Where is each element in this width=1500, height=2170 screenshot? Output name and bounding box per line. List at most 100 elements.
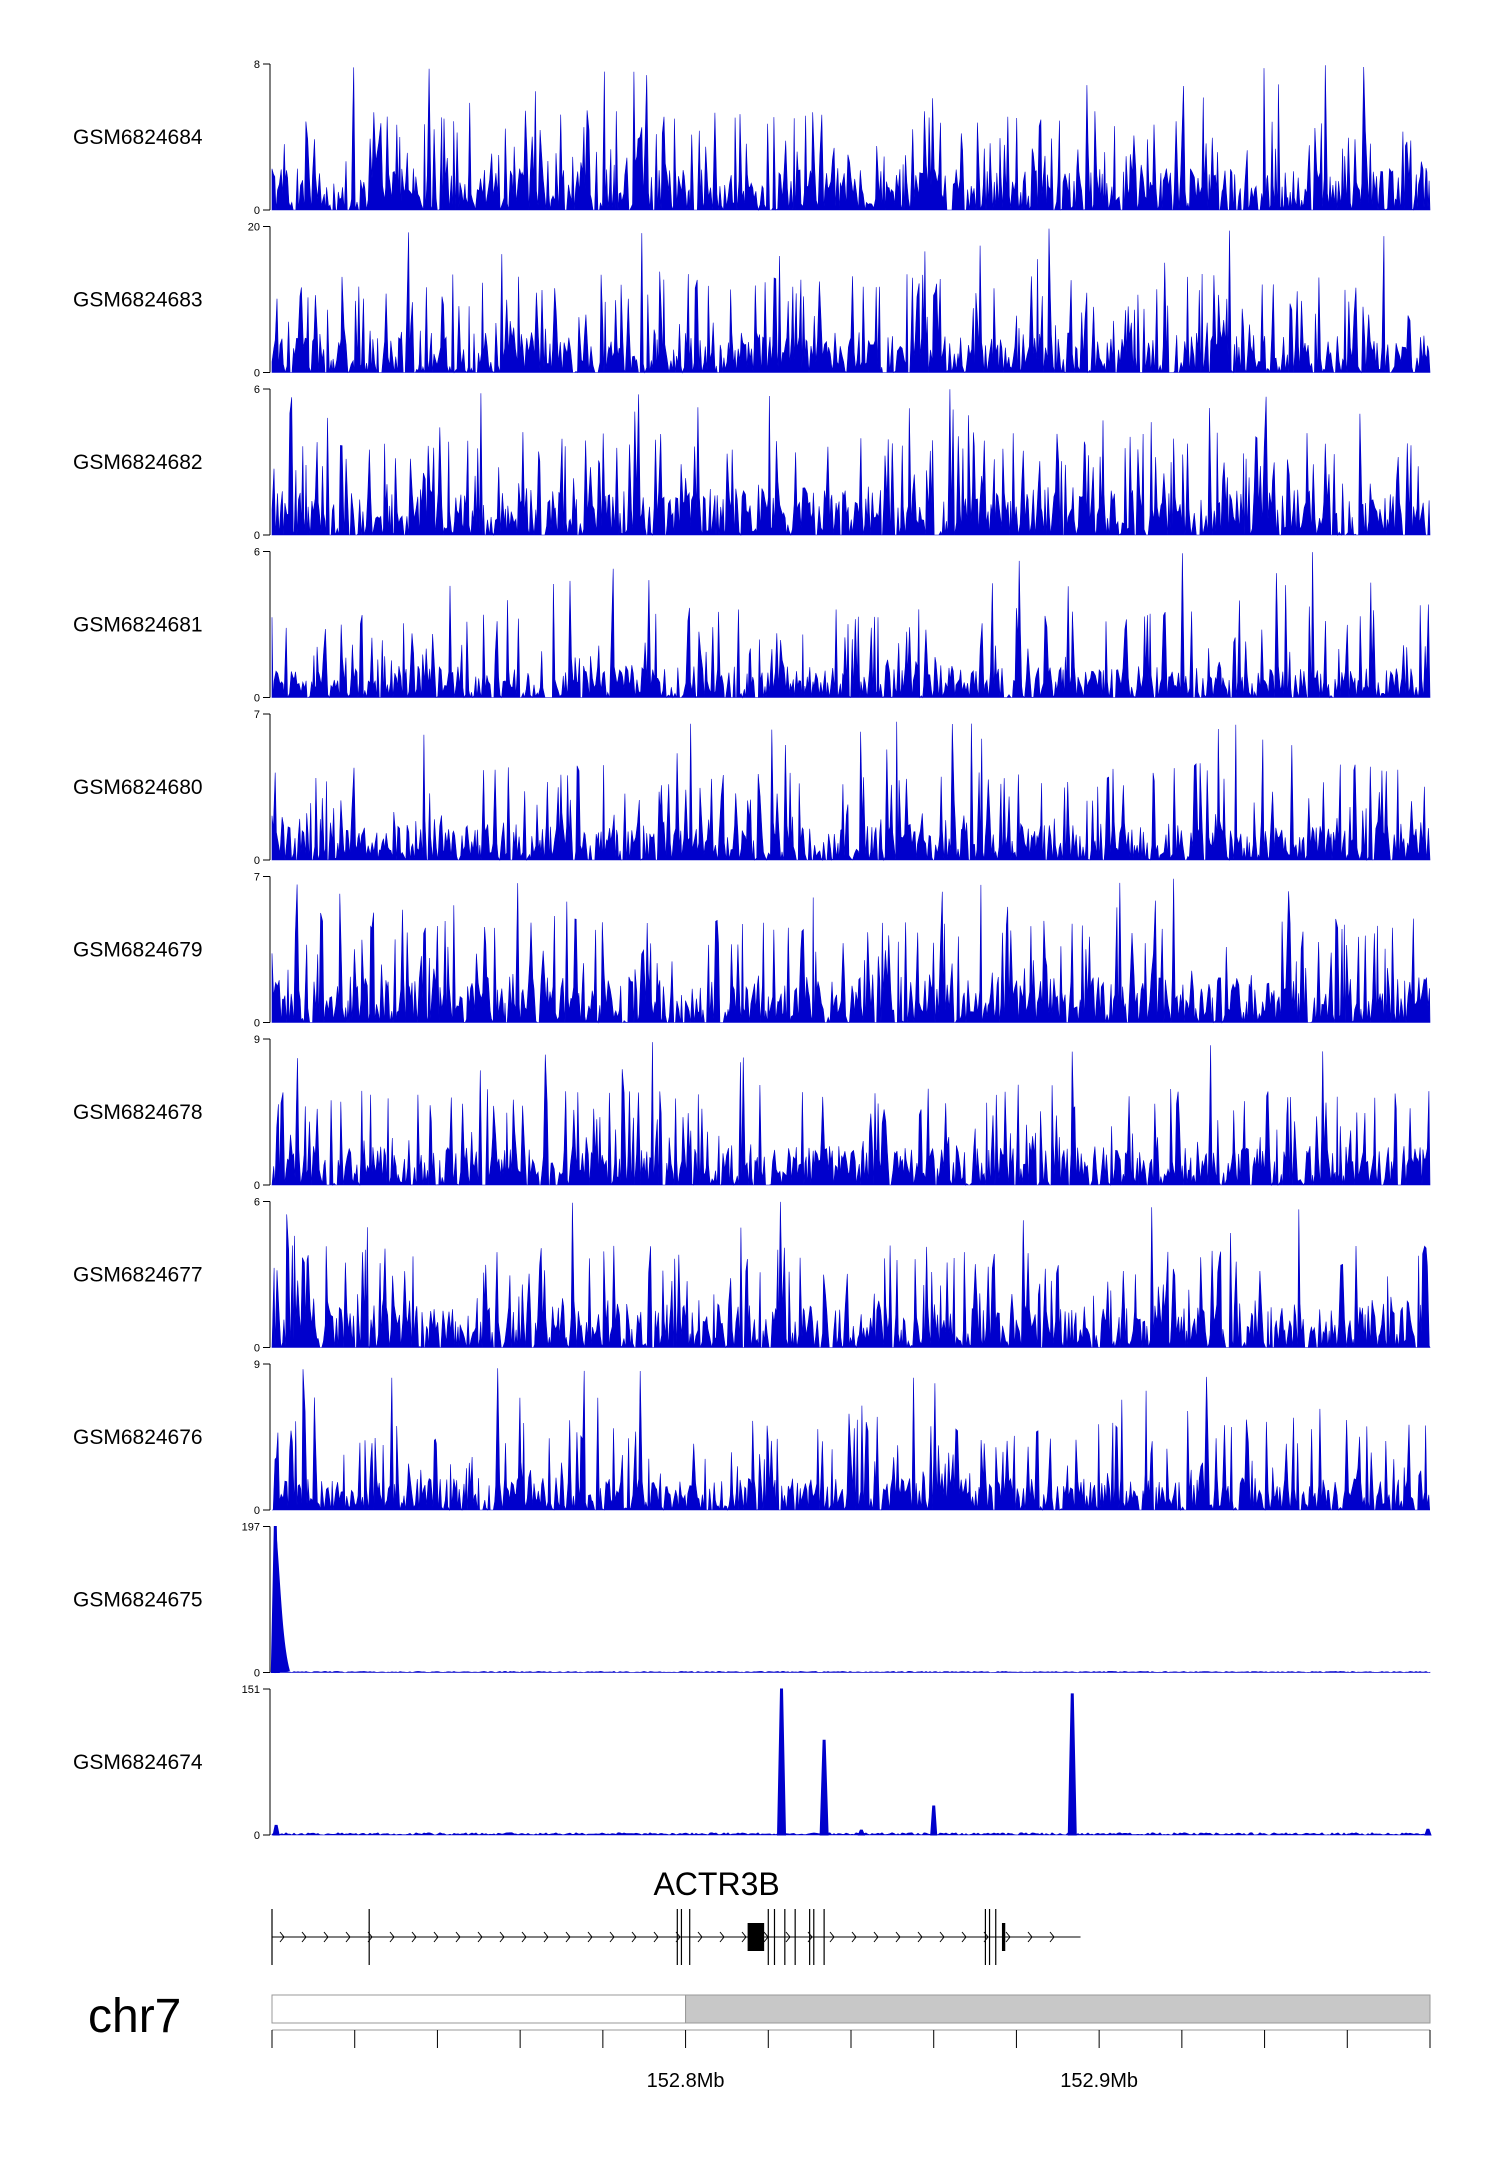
coverage-area: [271, 878, 1431, 1024]
coverage-peak: [1067, 1693, 1077, 1836]
strand-arrow: [543, 1931, 549, 1943]
coverage-peak: [930, 1805, 938, 1836]
genomic-position-axis: 152.8Mb 152.9Mb: [271, 2029, 1431, 2092]
coverage-area: [271, 1670, 1431, 1673]
track-label: GSM6824683: [73, 289, 203, 312]
track-label: GSM6824677: [73, 1264, 203, 1287]
track-label: GSM6824681: [73, 614, 203, 637]
strand-arrow: [301, 1931, 307, 1943]
strand-arrow: [1005, 1931, 1011, 1943]
track-GSM6824677: GSM6824677 6 0: [73, 1197, 1431, 1355]
y-tick-label-min: 0: [254, 1830, 260, 1842]
strand-arrow: [895, 1931, 901, 1943]
track-GSM6824678: GSM6824678 9 0: [73, 1034, 1431, 1192]
y-tick-label-min: 0: [254, 530, 260, 542]
strand-arrow: [741, 1931, 747, 1943]
strand-arrow: [433, 1931, 439, 1943]
y-tick-label-max: 8: [254, 59, 260, 71]
coverage-area: [271, 65, 1431, 212]
strand-arrow: [631, 1931, 637, 1943]
track-label: GSM6824679: [73, 939, 203, 962]
y-tick-label-max: 6: [254, 547, 260, 559]
y-tick-label-min: 0: [254, 368, 260, 380]
gene-track: ACTR3B: [271, 1866, 1081, 1965]
track-label: GSM6824684: [73, 126, 203, 149]
strand-arrow: [455, 1931, 461, 1943]
coverage-area: [271, 389, 1431, 537]
track-GSM6824674: GSM6824674 151 0: [73, 1684, 1432, 1842]
track-label: GSM6824675: [73, 1589, 203, 1612]
strand-arrow: [323, 1931, 329, 1943]
strand-arrow: [411, 1931, 417, 1943]
strand-arrow: [609, 1931, 615, 1943]
strand-arrow: [851, 1931, 857, 1943]
strand-arrow: [1027, 1931, 1033, 1943]
track-GSM6824683: GSM6824683 20 0: [73, 222, 1431, 380]
coverage-peak: [819, 1739, 829, 1836]
y-tick-label-max: 6: [254, 384, 260, 396]
track-GSM6824682: GSM6824682 6 0: [73, 384, 1431, 542]
strand-arrow: [829, 1931, 835, 1943]
exon-block: [747, 1923, 765, 1951]
track-label: GSM6824678: [73, 1101, 203, 1124]
strand-arrow: [565, 1931, 571, 1943]
y-tick-label-min: 0: [254, 1180, 260, 1192]
strand-arrow: [961, 1931, 967, 1943]
y-tick-label-min: 0: [254, 1018, 260, 1030]
strand-arrow: [521, 1931, 527, 1943]
coverage-area: [271, 1201, 1431, 1349]
track-label: GSM6824680: [73, 776, 203, 799]
track-GSM6824675: GSM6824675 197 0: [73, 1522, 1431, 1680]
exon-block: [1001, 1923, 1006, 1951]
strand-arrow: [719, 1931, 725, 1943]
strand-arrow: [939, 1931, 945, 1943]
track-GSM6824676: GSM6824676 9 0: [73, 1359, 1430, 1517]
strand-arrow: [477, 1931, 483, 1943]
strand-arrow: [345, 1931, 351, 1943]
coverage-peak: [1424, 1828, 1432, 1836]
y-tick-label-min: 0: [254, 1505, 260, 1517]
track-GSM6824681: GSM6824681 6 0: [73, 547, 1431, 705]
y-tick-label-min: 0: [254, 855, 260, 867]
y-tick-label-max: 151: [242, 1684, 260, 1696]
y-tick-label-max: 197: [242, 1522, 260, 1534]
coverage-area: [271, 1042, 1431, 1187]
strand-arrow: [587, 1931, 593, 1943]
coverage-peak: [272, 1824, 280, 1836]
ideogram-band-dark: [685, 1994, 1431, 2024]
y-tick-label-max: 7: [254, 872, 260, 884]
y-tick-label-max: 20: [248, 222, 260, 234]
coverage-area: [271, 1832, 1431, 1836]
axis-tick-label: 152.9Mb: [1060, 2070, 1138, 2092]
chromosome-ideogram: chr7: [88, 1990, 1431, 2043]
track-GSM6824679: GSM6824679 7 0: [73, 872, 1431, 1030]
strand-arrow: [785, 1931, 791, 1943]
ideogram-band-light: [271, 1994, 687, 2024]
chromosome-label: chr7: [88, 1990, 181, 2043]
track-label: GSM6824674: [73, 1751, 203, 1774]
track-GSM6824680: GSM6824680 7 0: [73, 709, 1431, 867]
coverage-peak: [777, 1688, 787, 1836]
track-label: GSM6824676: [73, 1426, 203, 1449]
strand-arrow: [389, 1931, 395, 1943]
y-tick-label-min: 0: [254, 205, 260, 217]
y-tick-label-max: 9: [254, 1034, 260, 1046]
strand-arrow: [697, 1931, 703, 1943]
gene-name: ACTR3B: [653, 1866, 779, 1902]
y-tick-label-max: 6: [254, 1197, 260, 1209]
strand-arrow: [873, 1931, 879, 1943]
coverage-area: [271, 721, 1431, 862]
strand-arrow: [653, 1931, 659, 1943]
coverage-peak: [270, 1526, 280, 1673]
axis-tick-label: 152.8Mb: [647, 2070, 725, 2092]
strand-arrow: [279, 1931, 285, 1943]
strand-arrow: [917, 1931, 923, 1943]
coverage-area: [271, 552, 1431, 699]
coverage-tracks: GSM682468480GSM6824683200GSM682468260GSM…: [73, 59, 1432, 1842]
y-tick-label-min: 0: [254, 1343, 260, 1355]
coverage-area: [272, 1368, 1430, 1512]
coverage-area: [271, 228, 1431, 374]
strand-arrow: [1049, 1931, 1055, 1943]
coverage-peak: [857, 1829, 866, 1836]
